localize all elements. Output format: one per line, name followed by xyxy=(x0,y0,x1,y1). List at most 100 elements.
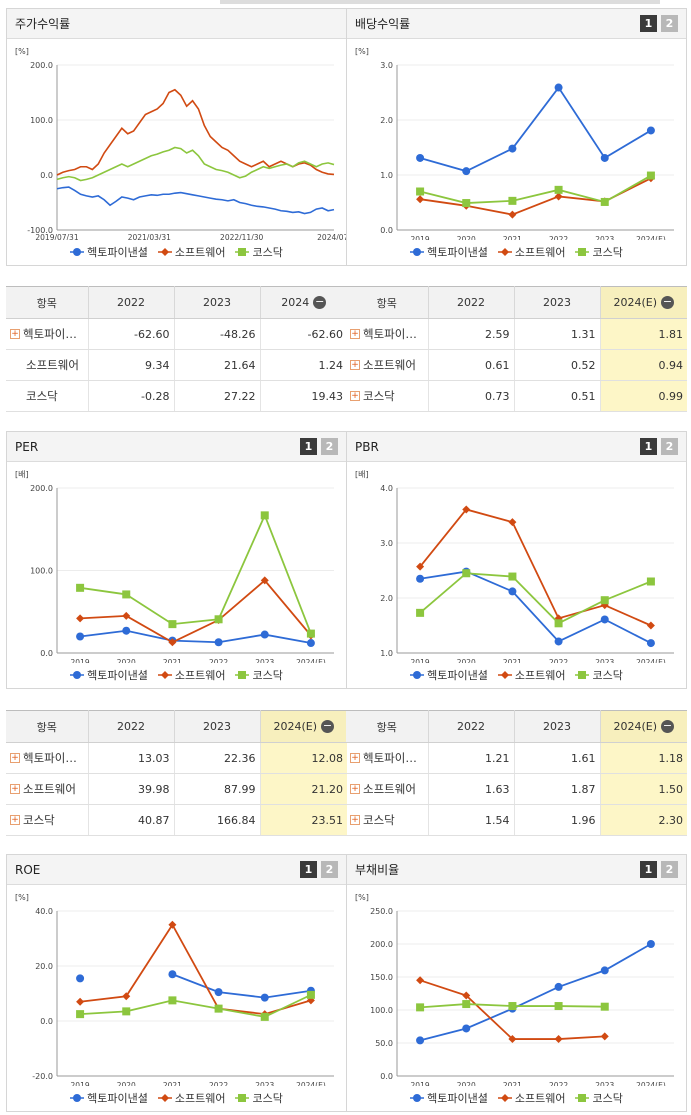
expand-icon[interactable]: + xyxy=(10,753,20,763)
expand-icon[interactable]: + xyxy=(350,815,360,825)
pbr-page-1-button[interactable]: 1 xyxy=(640,438,657,455)
expand-icon[interactable]: + xyxy=(350,391,360,401)
collapse-icon[interactable]: − xyxy=(661,295,675,310)
data-point xyxy=(214,1004,223,1013)
x-tick-label: 2024(E) xyxy=(296,1081,326,1086)
legend-item[interactable]: 헥토파이낸셜 xyxy=(70,244,148,260)
row-label[interactable]: + 헥토파이… xyxy=(346,742,428,774)
data-point xyxy=(122,1007,131,1016)
row-label[interactable]: + 소프트웨어 xyxy=(346,773,428,805)
legend-item[interactable]: 소프트웨어 xyxy=(157,1090,225,1106)
dividend-page-1-button[interactable]: 1 xyxy=(640,15,657,32)
legend-marker-icon xyxy=(70,671,85,679)
dividend-page-2-button[interactable]: 2 xyxy=(661,15,678,32)
debt-panel-header: 부채비율 1 2 xyxy=(347,855,686,885)
series-line-path xyxy=(80,994,312,1018)
legend-item[interactable]: 소프트웨어 xyxy=(157,244,225,260)
legend-item[interactable]: 코스닥 xyxy=(235,667,283,683)
legend-item[interactable]: 코스닥 xyxy=(575,1090,623,1106)
row-label[interactable]: + 소프트웨어 xyxy=(6,773,88,805)
table-cell: 13.03 xyxy=(87,742,174,774)
per-page-1-button[interactable]: 1 xyxy=(300,438,317,455)
row-label[interactable]: + 헥토파이… xyxy=(6,742,88,774)
collapse-icon[interactable]: − xyxy=(661,719,675,734)
legend-marker-icon xyxy=(410,248,425,256)
expand-icon[interactable]: + xyxy=(10,784,20,794)
legend-marker xyxy=(500,1094,509,1102)
legend-item[interactable]: 헥토파이낸셜 xyxy=(410,667,488,683)
series-2-line xyxy=(76,511,315,638)
collapse-icon[interactable]: − xyxy=(313,295,327,310)
data-point xyxy=(76,997,85,1006)
data-point xyxy=(462,991,471,1000)
data-point xyxy=(600,966,609,975)
row-label[interactable]: + 헥토파이… xyxy=(6,318,88,350)
row-label[interactable]: + 코스닥 xyxy=(346,380,428,412)
roe-page-2-button[interactable]: 2 xyxy=(321,861,338,878)
row-label[interactable]: + 헥토파이… xyxy=(346,318,428,350)
y-tick-label: 150.0 xyxy=(370,973,393,982)
debt-chart: [%]250.0 200.0 150.0 100.0 50.0 0.0 2019 2020 20… xyxy=(355,893,674,1086)
data-point xyxy=(508,587,517,596)
roe-page-1-button[interactable]: 1 xyxy=(300,861,317,878)
legend-marker-icon xyxy=(157,248,172,256)
y-tick-label: 0.0 xyxy=(40,1017,53,1026)
legend-item[interactable]: 소프트웨어 xyxy=(157,667,225,683)
per-page-2-button[interactable]: 2 xyxy=(321,438,338,455)
legend-item[interactable]: 코스닥 xyxy=(575,667,623,683)
data-point xyxy=(168,996,177,1005)
expand-icon[interactable]: + xyxy=(350,360,360,370)
legend-item[interactable]: 헥토파이낸셜 xyxy=(70,1090,148,1106)
return-unit-label: [%] xyxy=(15,47,29,56)
expand-icon[interactable]: + xyxy=(10,329,20,339)
legend-item[interactable]: 코스닥 xyxy=(235,1090,283,1106)
dividend-chart-panel: 배당수익률 1 2 [%] 3.0 2.0 1.0 0.0 2019 2020 2021 2022 20… xyxy=(346,8,687,266)
legend-item[interactable]: 코스닥 xyxy=(235,244,283,260)
expand-icon[interactable]: + xyxy=(10,815,20,825)
row-label: 소프트웨어 xyxy=(6,349,88,381)
row-label[interactable]: + 소프트웨어 xyxy=(346,349,428,381)
legend-label: 코스닥 xyxy=(592,246,623,259)
column-header: 2024(E) − xyxy=(599,710,687,743)
legend-item[interactable]: 소프트웨어 xyxy=(497,244,565,260)
debt-page-2-button[interactable]: 2 xyxy=(661,861,678,878)
legend-item[interactable]: 헥토파이낸셜 xyxy=(70,667,148,683)
y-tick-label: 3.0 xyxy=(380,539,393,548)
legend-item[interactable]: 소프트웨어 xyxy=(497,667,565,683)
data-point xyxy=(416,1003,425,1012)
legend-marker xyxy=(238,248,247,256)
row-label[interactable]: + 코스닥 xyxy=(6,804,88,836)
pbr-panel-header: PBR 1 2 xyxy=(347,432,686,462)
legend-item[interactable]: 코스닥 xyxy=(575,244,623,260)
pbr-page-2-button[interactable]: 2 xyxy=(661,438,678,455)
y-tick-label: 50.0 xyxy=(375,1039,393,1048)
column-header: 2022 xyxy=(427,710,514,743)
collapse-icon[interactable]: − xyxy=(321,719,335,734)
pbr-data-table: 항목 2022 2023 2024(E) − + 헥토파이… 1.21 1.61 1.18 + 소프트… xyxy=(346,710,687,836)
expand-icon[interactable]: + xyxy=(350,753,360,763)
data-point xyxy=(416,976,425,985)
legend-marker xyxy=(160,671,169,679)
data-point xyxy=(554,982,563,991)
expand-icon[interactable]: + xyxy=(350,784,360,794)
legend-marker-icon xyxy=(575,248,590,256)
legend-marker xyxy=(578,248,587,256)
legend-marker xyxy=(73,248,82,256)
expand-icon[interactable]: + xyxy=(350,329,360,339)
row-label[interactable]: + 코스닥 xyxy=(346,804,428,836)
legend-item[interactable]: 헥토파이낸셜 xyxy=(410,1090,488,1106)
debt-page-1-button[interactable]: 1 xyxy=(640,861,657,878)
y-tick-label: 100.0 xyxy=(370,1006,393,1015)
legend-label: 코스닥 xyxy=(252,246,283,259)
legend-item[interactable]: 소프트웨어 xyxy=(497,1090,565,1106)
per-chart-panel: PER 1 2 [배] 200.0 100.0 0.0 2019 2020 2021 2022 202… xyxy=(6,431,347,689)
legend-item[interactable]: 헥토파이낸셜 xyxy=(410,244,488,260)
table-row: + 소프트웨어 0.61 0.52 0.94 xyxy=(346,349,687,381)
legend-marker xyxy=(73,1094,82,1102)
data-point xyxy=(600,596,609,605)
table-cell: -62.60 xyxy=(259,318,347,350)
series-0-line xyxy=(56,186,335,215)
